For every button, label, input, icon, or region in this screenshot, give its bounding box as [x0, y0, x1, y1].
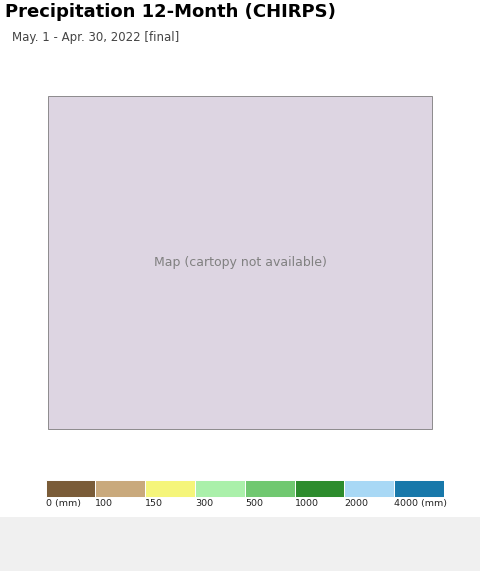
Bar [195, 480, 245, 497]
Bar [48, 96, 432, 429]
Bar [46, 480, 96, 497]
Bar [394, 480, 444, 497]
Text: 150: 150 [145, 499, 163, 508]
Text: 1000: 1000 [295, 499, 319, 508]
Text: 0 (mm): 0 (mm) [46, 499, 81, 508]
Text: Source: CHIRPS data from UC Santa Barbara: Source: CHIRPS data from UC Santa Barbar… [7, 529, 250, 538]
Text: Precipitation 12-Month (CHIRPS): Precipitation 12-Month (CHIRPS) [5, 3, 336, 21]
Text: 4000 (mm): 4000 (mm) [394, 499, 447, 508]
Bar [145, 480, 195, 497]
Text: Map (cartopy not available): Map (cartopy not available) [154, 256, 326, 269]
Text: 300: 300 [195, 499, 213, 508]
Bar [96, 480, 145, 497]
Text: May. 1 - Apr. 30, 2022 [final]: May. 1 - Apr. 30, 2022 [final] [12, 31, 179, 45]
Text: 2000: 2000 [344, 499, 369, 508]
Bar [344, 480, 394, 497]
Bar [245, 480, 295, 497]
Text: 100: 100 [96, 499, 113, 508]
Bar [295, 480, 344, 497]
Text: https://www.chc.ucsb.edu/data/chirps: https://www.chc.ucsb.edu/data/chirps [7, 556, 212, 566]
Text: 500: 500 [245, 499, 263, 508]
